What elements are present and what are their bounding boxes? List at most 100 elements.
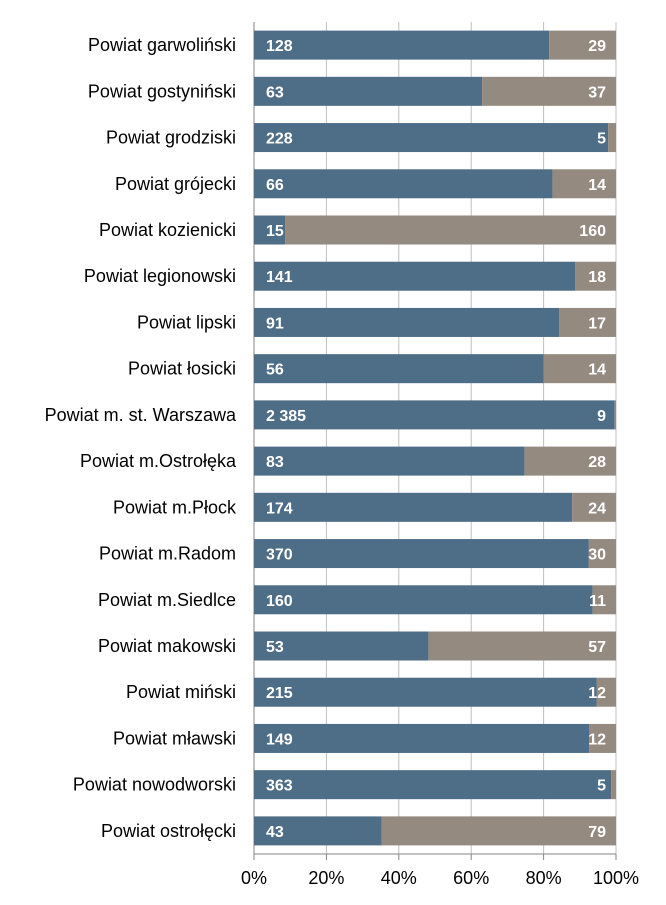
bar-segment-first [254, 816, 382, 846]
data-label: 37 [588, 84, 606, 101]
bar-segment-first [254, 123, 609, 153]
data-label: 5 [597, 131, 606, 148]
x-tick-label: 100% [593, 868, 639, 888]
data-label: 14 [588, 177, 606, 194]
data-label: 18 [588, 269, 606, 286]
bar-segment-second [428, 631, 616, 661]
data-label: 43 [266, 824, 284, 841]
category-label: Powiat lipski [137, 312, 236, 332]
bar-segment-first [254, 585, 593, 615]
category-label: Powiat m.Siedlce [98, 590, 236, 610]
data-label: 5 [597, 778, 606, 795]
bar-segment-second [285, 215, 616, 245]
category-label: Powiat kozienicki [99, 220, 236, 240]
category-label: Powiat grodziski [106, 128, 236, 148]
category-label: Powiat m.Płock [113, 497, 237, 517]
bar-segment-second [611, 770, 616, 800]
data-label: 56 [266, 362, 284, 379]
data-label: 30 [588, 547, 606, 564]
category-label: Powiat m.Radom [99, 544, 236, 564]
data-label: 363 [266, 778, 293, 795]
category-label: Powiat ostrołęcki [101, 821, 236, 841]
bar-segment-first [254, 492, 573, 522]
data-label: 14 [588, 362, 606, 379]
data-label: 79 [588, 824, 606, 841]
category-label: Powiat garwoliński [88, 35, 236, 55]
bar-segment-second [588, 539, 616, 569]
x-tick-label: 0% [241, 868, 267, 888]
data-label: 141 [266, 269, 293, 286]
gridlines [253, 22, 617, 860]
bar-segment-second [575, 261, 616, 291]
bar-segment-second [543, 354, 616, 384]
x-tick-label: 40% [381, 868, 417, 888]
bar-segment-first [254, 261, 576, 291]
data-label: 91 [266, 315, 284, 332]
bar-segment-first [254, 354, 544, 384]
category-label: Powiat m.Ostrołęka [80, 451, 237, 471]
bar-segment-second [572, 492, 616, 522]
labels: 0% 20% 40% 60% 80% 100% Powiat garwoliński 128 2… [45, 35, 639, 888]
category-label: Powiat mławski [113, 728, 236, 748]
data-label: 228 [266, 131, 293, 148]
data-label: 53 [266, 639, 284, 656]
data-label: 17 [588, 315, 606, 332]
category-label: Powiat nowodworski [73, 775, 236, 795]
data-label: 215 [266, 685, 293, 702]
data-label: 63 [266, 84, 284, 101]
bar-segment-second [614, 400, 616, 430]
data-label: 9 [597, 408, 606, 425]
data-label: 12 [588, 731, 606, 748]
category-label: Powiat łosicki [128, 359, 236, 379]
bar-segment-second [381, 816, 616, 846]
bar-segment-first [254, 539, 589, 569]
bar-segment-second [592, 585, 616, 615]
data-label: 29 [588, 38, 606, 55]
bar-segment-first [254, 307, 560, 337]
bar-segment-second [549, 30, 616, 60]
data-label: 12 [588, 685, 606, 702]
x-tick-label: 80% [526, 868, 562, 888]
bar-segment-first [254, 215, 286, 245]
bars [254, 30, 616, 846]
data-label: 174 [266, 500, 293, 517]
bar-segment-second [559, 307, 616, 337]
bar-segment-second [589, 723, 616, 753]
category-label: Powiat m. st. Warszawa [45, 405, 237, 425]
data-label: 149 [266, 731, 293, 748]
bar-segment-first [254, 169, 553, 199]
data-label: 66 [266, 177, 284, 194]
bar-segment-second [596, 677, 616, 707]
x-tick-label: 60% [453, 868, 489, 888]
category-label: Powiat grójecki [115, 174, 236, 194]
data-label: 83 [266, 454, 284, 471]
category-label: Powiat makowski [98, 636, 236, 656]
bar-segment-second [608, 123, 616, 153]
bar-segment-first [254, 677, 597, 707]
bar-segment-first [254, 400, 615, 430]
data-label: 11 [589, 593, 606, 610]
bar-segment-first [254, 770, 612, 800]
bar-segment-first [254, 631, 429, 661]
bar-segment-first [254, 723, 590, 753]
data-label: 15 [266, 223, 284, 240]
data-label: 370 [266, 547, 293, 564]
bar-segment-first [254, 30, 550, 60]
data-label: 24 [588, 500, 606, 517]
category-label: Powiat miński [126, 682, 236, 702]
data-label: 28 [588, 454, 606, 471]
data-label: 160 [266, 593, 293, 610]
category-label: Powiat gostyniński [88, 81, 236, 101]
bar-segment-second [552, 169, 616, 199]
data-label: 160 [579, 223, 606, 240]
data-label: 2 385 [266, 408, 306, 425]
bar-segment-second [482, 76, 616, 106]
bar-segment-first [254, 76, 483, 106]
bar-segment-second [524, 446, 616, 476]
category-label: Powiat legionowski [84, 266, 236, 286]
x-tick-label: 20% [308, 868, 344, 888]
bar-segment-first [254, 446, 525, 476]
data-label: 128 [266, 38, 293, 55]
data-label: 57 [588, 639, 606, 656]
